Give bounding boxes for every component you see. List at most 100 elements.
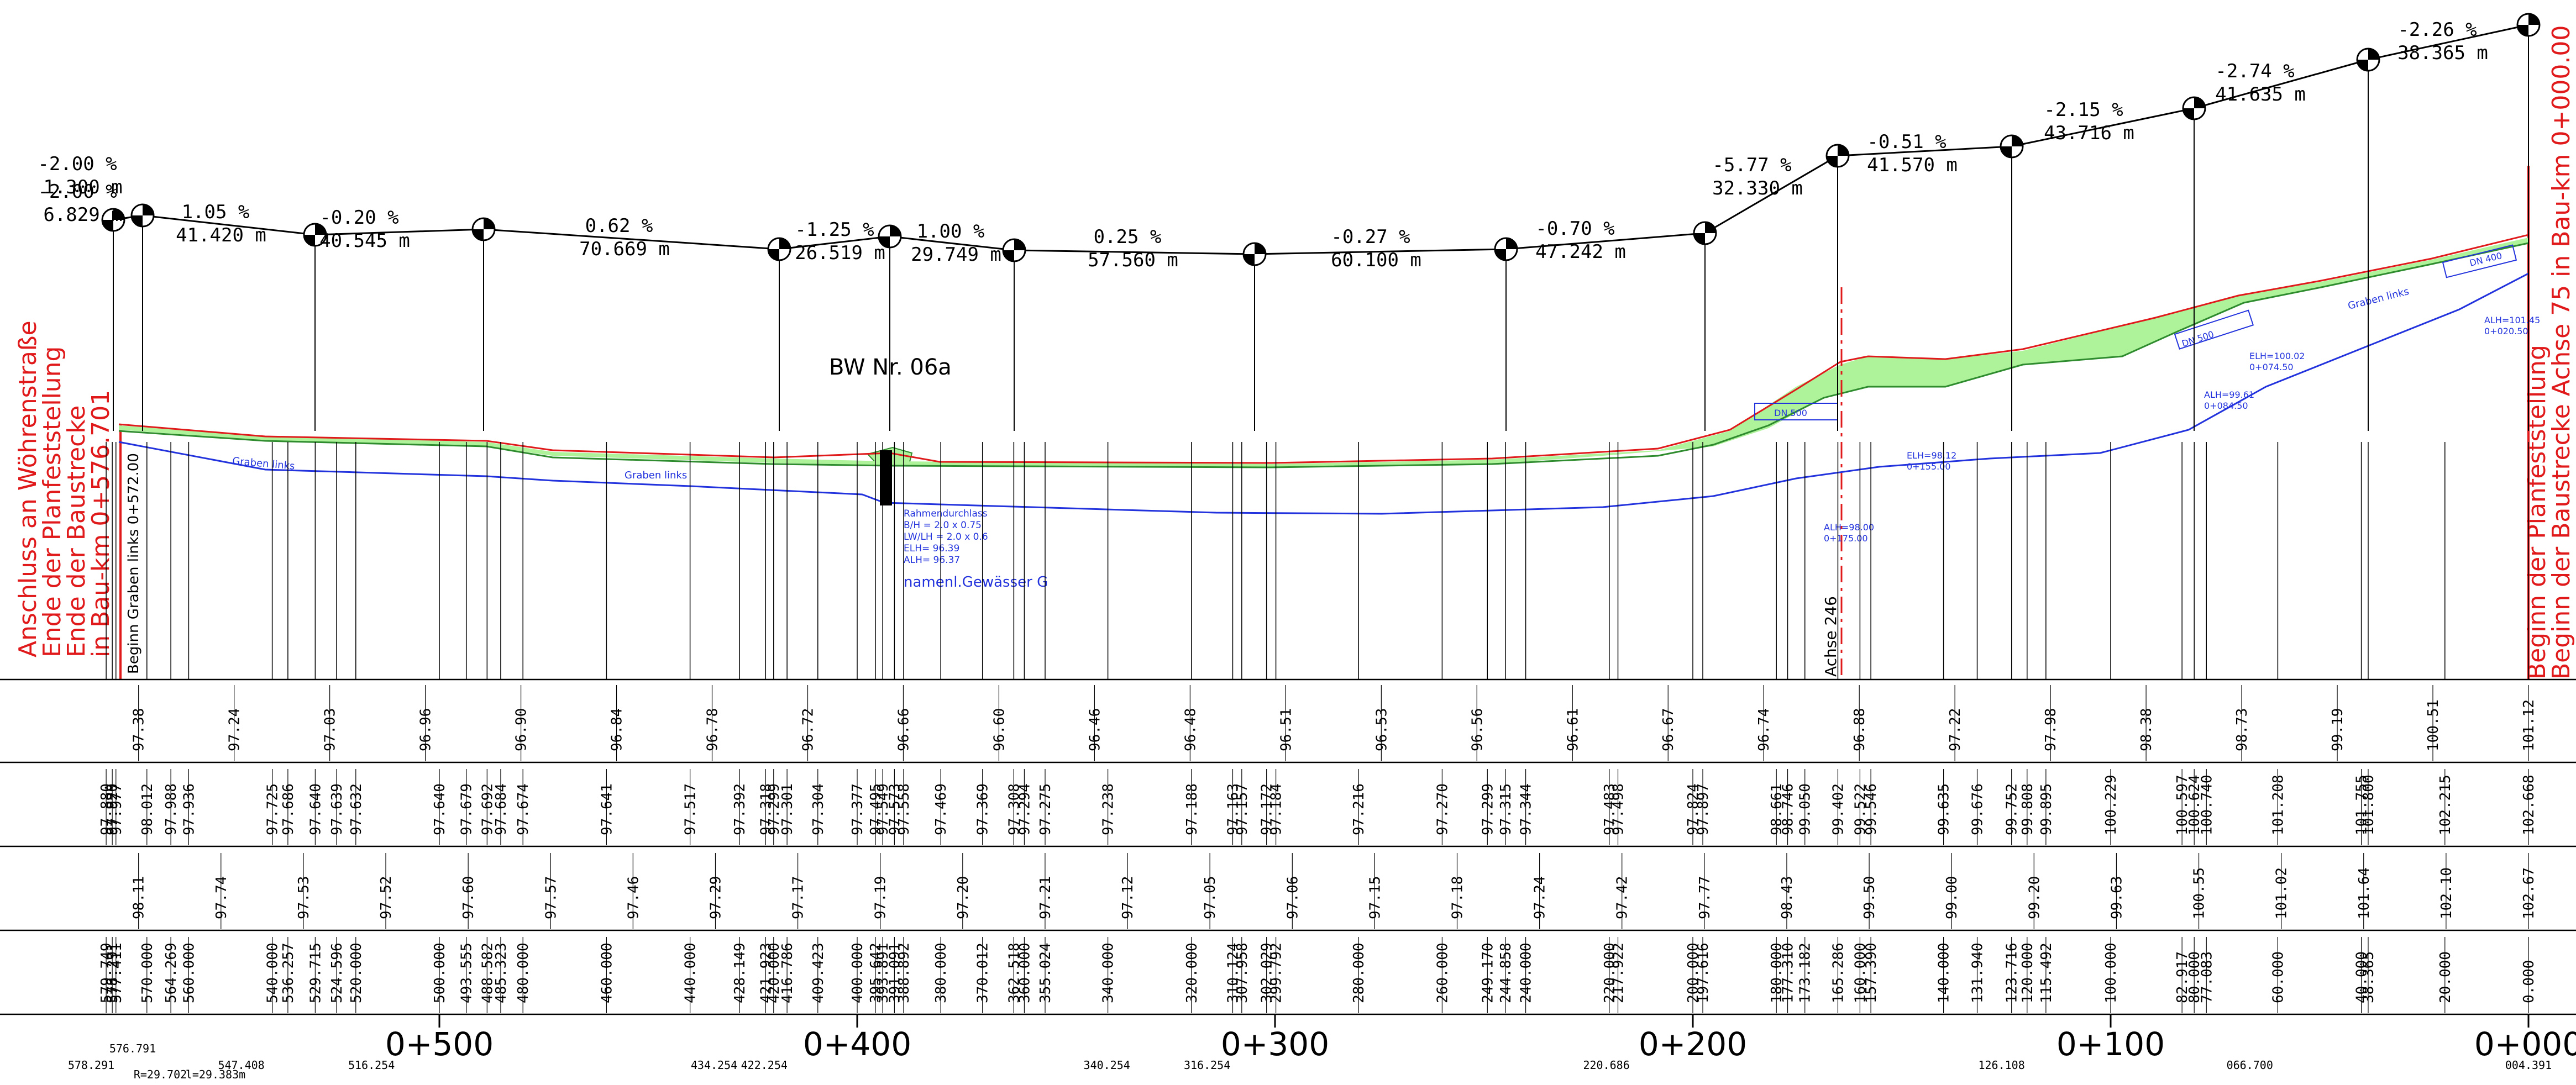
curve-label: 578.291: [68, 1058, 114, 1072]
band-value: 485.323: [493, 942, 510, 1003]
band-value: 391.091: [886, 942, 903, 1003]
curve-label: 516.254: [348, 1058, 395, 1072]
band-value: 97.19: [873, 876, 889, 919]
pipe-alh-3: ALH=99.61: [2204, 389, 2254, 400]
station-drop-lines: [106, 442, 2529, 680]
grade-segment: [314, 228, 484, 236]
grade-segment: [2194, 59, 2369, 109]
band-value: 97.42: [1614, 876, 1631, 919]
begin-note: Beginn der Planfeststellung Beginn der B…: [2523, 25, 2575, 680]
ditch-label-2: Graben links: [625, 470, 687, 481]
grade-vertex: [878, 224, 902, 431]
band-value: 99.895: [2038, 783, 2055, 835]
band-value: 101.208: [2270, 775, 2286, 835]
fill-area: [119, 238, 2528, 467]
band-value: 20.000: [2437, 951, 2454, 1003]
band-ditch-elevations: 98.11 97.74 97.53 97.52 97.60 97.57 97.46 97.29…: [131, 853, 2537, 929]
begin-note-line-2: Beginn der Baustrecke Achse 75 in Bau-km…: [2547, 25, 2575, 680]
grade-percent: -0.51 %: [1867, 131, 1946, 153]
end-note-line-4: in Bau-km 0+576.701: [87, 390, 115, 657]
pipe-pos-2: 0+155.00: [1907, 461, 1951, 472]
grade-segment: [142, 214, 316, 236]
band-value: 102.215: [2437, 775, 2454, 835]
band-value: 370.012: [975, 942, 991, 1003]
grade-profile: -2.00 %1.300 m-2.00 %6.829 m 1.05 %41.420…: [38, 13, 2541, 431]
band-value: 536.257: [280, 942, 297, 1003]
band-value: 97.157: [1234, 783, 1251, 835]
band-value: 302.029: [1259, 942, 1276, 1003]
grade-percent: 1.00 %: [917, 220, 985, 243]
major-station-label: 0+500: [385, 1025, 494, 1063]
band-value: 97.98: [2043, 708, 2059, 751]
grade-segment: [889, 235, 1015, 251]
grade-vertex: [471, 217, 496, 431]
band-value: 100.624: [2186, 775, 2203, 835]
curve-label: 066.700: [2227, 1058, 2273, 1072]
band-value: 98.012: [139, 783, 156, 835]
band-value: 100.000: [2103, 942, 2119, 1003]
grade-segment: [1254, 248, 1507, 255]
curve-label: 340.254: [1084, 1058, 1130, 1072]
band-value: 493.555: [459, 942, 475, 1003]
band-value: 524.596: [329, 942, 345, 1003]
band-value: 96.48: [1182, 708, 1199, 751]
band-value: 98.43: [1779, 876, 1796, 919]
band-value: 480.000: [515, 942, 532, 1003]
band-value: 97.184: [1268, 783, 1285, 835]
band-value: 99.50: [1861, 876, 1878, 919]
pipe-pos-3: 0+084.50: [2204, 401, 2248, 411]
band-value: 96.66: [895, 708, 912, 751]
band-value: 380.000: [933, 942, 949, 1003]
grade-vertex: [767, 237, 791, 431]
grade-percent: -2.26 %: [2397, 19, 2477, 41]
band-value: 420.000: [766, 942, 783, 1003]
grade-segment: [1014, 249, 1255, 255]
grade-vertex: [2516, 13, 2541, 431]
band-value: 140.000: [1936, 942, 1953, 1003]
grade-length: 32.330 m: [1712, 177, 1803, 199]
band-value: 97.684: [493, 783, 510, 835]
major-station-label: 0+100: [2056, 1025, 2165, 1063]
grade-vertex: [2356, 48, 2380, 431]
band-value: 97.483: [1602, 783, 1618, 835]
band-value: 97.20: [955, 876, 972, 919]
culvert-symbol: [880, 450, 892, 505]
design-line: [118, 242, 2529, 468]
band-value: 102.67: [2521, 867, 2537, 919]
pipe-pos-5: 0+020.50: [2484, 326, 2528, 336]
band-value: 97.275: [1037, 783, 1054, 835]
band-value: 97.315: [1498, 783, 1514, 835]
culvert-line-5: ALH= 96.37: [904, 555, 960, 566]
band-value: 97.679: [459, 783, 475, 835]
curve-label: 004.391: [2505, 1058, 2552, 1072]
band-value: 97.05: [1202, 876, 1219, 919]
major-stations: 0+500 0+400 0+300 0+200 0+100 0+000: [385, 1014, 2576, 1063]
grade-vertex: [130, 203, 155, 431]
band-value: 99.00: [1944, 876, 1960, 919]
grade-segment: [1837, 145, 2012, 157]
band-value: 97.344: [1518, 783, 1535, 835]
band-value: 99.050: [1797, 783, 1814, 835]
band-value: 98.661: [1769, 783, 1785, 835]
pipe-elh-2: ELH=98.12: [1907, 450, 1956, 461]
major-station-label: 0+200: [1639, 1025, 1747, 1063]
curve-label: 547.408: [218, 1058, 264, 1072]
band-value: 97.18: [1450, 876, 1466, 919]
ditch-line: [118, 272, 2529, 515]
band-value: 97.308: [1006, 783, 1022, 835]
pipe-dn400: [2442, 244, 2517, 278]
band-value: 395.642: [868, 942, 884, 1003]
grade-length: 41.635 m: [2215, 83, 2306, 106]
band-value: 100.597: [2174, 775, 2191, 835]
band-value: 97.692: [479, 783, 496, 835]
end-note-line-1: Anschluss an Wöhrenstraße: [14, 320, 42, 657]
data-bands: [0, 678, 2576, 1015]
culvert-line-2: B/H = 2.0 x 0.75: [904, 520, 982, 531]
band-value: 97.920: [104, 783, 121, 835]
band-value: 96.72: [800, 708, 816, 751]
band-value: 540.000: [265, 942, 281, 1003]
band-value: 97.686: [280, 783, 297, 835]
band-value: 96.84: [609, 708, 626, 751]
band-value: 97.495: [868, 783, 884, 835]
band-value: 560.000: [181, 942, 197, 1003]
